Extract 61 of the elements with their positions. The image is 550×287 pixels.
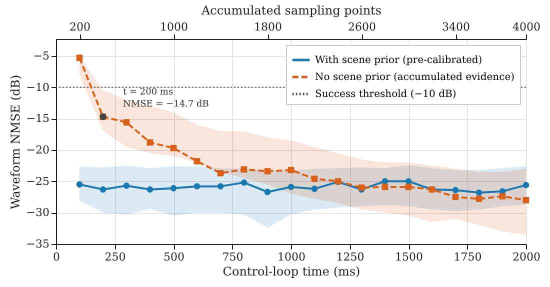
x-tick-label: 750 (222, 250, 244, 264)
y-tick-label: −15 (26, 112, 50, 126)
y-tick-label: −20 (26, 143, 50, 156)
x2-tick-label: 3400 (442, 20, 470, 34)
x2-axis-title: Accumulated sampling points (200, 4, 382, 18)
x2-tick-label: 1800 (254, 20, 282, 34)
point (240, 179, 248, 186)
point (194, 183, 200, 190)
annotation: t = 200 ms NMSE = −14.7 dB (123, 88, 210, 110)
y-axis-title: Waveform NMSE (dB) (8, 74, 22, 210)
x-tick-label: 1250 (336, 250, 364, 264)
point (288, 184, 294, 190)
point (382, 184, 388, 190)
point (146, 186, 154, 193)
point (499, 193, 506, 200)
x2-tick-label: 2600 (348, 20, 376, 34)
point (452, 186, 459, 194)
y-tick-label: −10 (26, 80, 50, 94)
legend-label: With scene prior (pre-calibrated) (315, 55, 482, 66)
point (170, 144, 177, 152)
x-tick-label: 2000 (512, 250, 540, 264)
x-tick-label: 1000 (278, 250, 306, 264)
point (452, 194, 459, 200)
y-tick-label: −35 (26, 238, 50, 250)
x-tick-label: 500 (164, 250, 184, 264)
x-axis-title: Control-loop time (ms) (222, 264, 360, 278)
point (264, 188, 271, 196)
point (146, 139, 154, 146)
point (76, 54, 83, 61)
point (382, 178, 388, 184)
point (405, 184, 412, 190)
point (311, 186, 318, 192)
y-tick-label: −25 (26, 174, 50, 188)
x2-tick-label: 1000 (160, 20, 188, 34)
point (405, 178, 412, 184)
legend-label: No scene prior (accumulated evidence) (315, 72, 515, 83)
point (476, 196, 482, 202)
point (100, 186, 106, 193)
x-tick-label: 1750 (454, 250, 482, 264)
point (264, 168, 271, 174)
point (217, 170, 224, 176)
point (522, 196, 530, 204)
y-tick-label: −5 (33, 49, 50, 62)
ref-line-label: Success threshold (−10 dB) (315, 89, 456, 100)
point (170, 185, 177, 192)
point (240, 166, 248, 173)
x-tick-label: 0 (53, 250, 60, 264)
x-tick-label: 1500 (395, 250, 423, 264)
point (76, 181, 83, 188)
point (217, 183, 224, 190)
x2-tick-label: 200 (70, 20, 90, 34)
y-tick-label: −30 (26, 206, 50, 220)
point (123, 182, 130, 189)
point (194, 158, 200, 164)
x-tick-label: 250 (104, 250, 126, 264)
point (522, 182, 530, 188)
point (288, 166, 294, 174)
point (123, 119, 130, 126)
x2-tick-label: 4000 (512, 20, 540, 34)
point (476, 189, 482, 196)
point (311, 176, 318, 182)
